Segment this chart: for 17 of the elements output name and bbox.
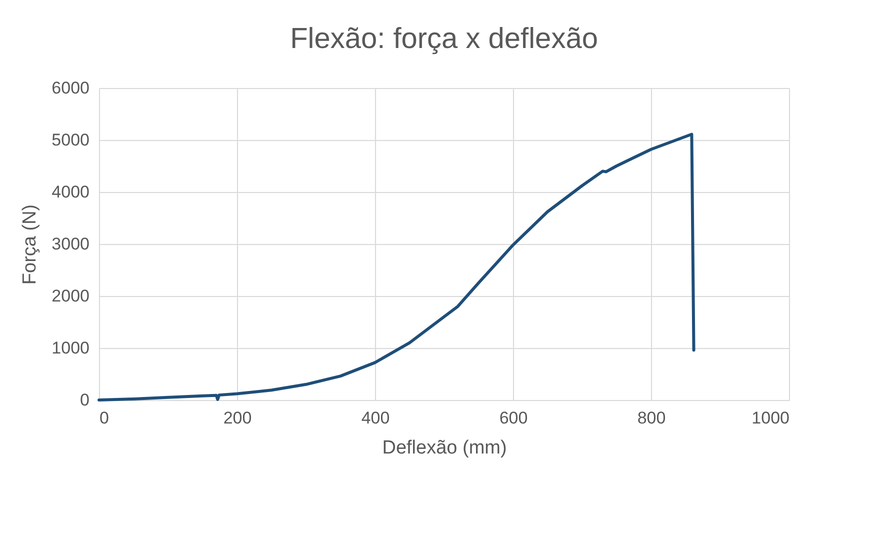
y-tick-label: 1000 [52, 338, 90, 358]
y-tick-label: 5000 [52, 130, 90, 150]
x-tick-label: 1000 [752, 408, 790, 428]
x-tick-label: 200 [223, 408, 252, 428]
y-tick-label: 2000 [52, 286, 90, 306]
y-tick-label: 4000 [52, 182, 90, 202]
chart-title: Flexão: força x deflexão [290, 23, 598, 55]
x-tick-label: 0 [100, 408, 109, 428]
x-tick-label: 800 [637, 408, 666, 428]
y-axis-title: Força (N) [20, 204, 41, 285]
y-tick-label: 6000 [52, 78, 90, 98]
y-tick-label: 3000 [52, 234, 90, 254]
y-tick-label: 0 [80, 390, 90, 410]
x-tick-label: 400 [361, 408, 390, 428]
x-axis-title: Deflexão (mm) [382, 438, 507, 458]
line-series [98, 132, 696, 402]
x-tick-label: 600 [499, 408, 528, 428]
